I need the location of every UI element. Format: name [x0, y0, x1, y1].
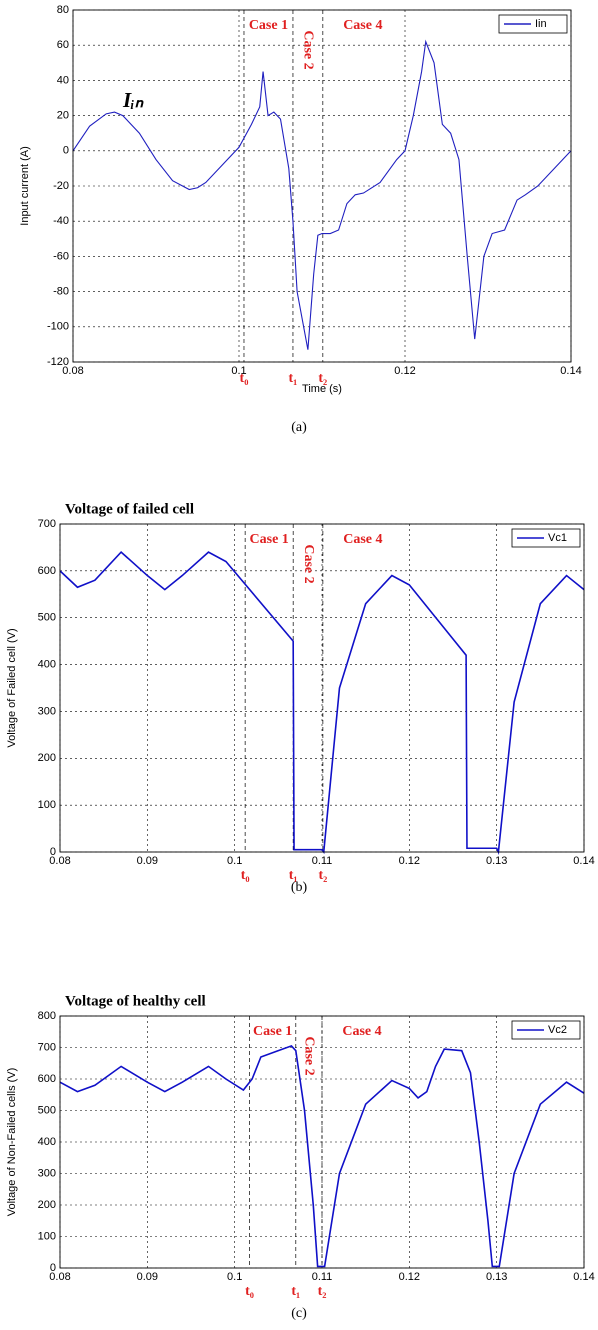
x-tick-label: 0.13	[486, 1271, 507, 1283]
plot-frame	[72, 9, 572, 363]
x-tick-label: 0.11	[312, 1271, 333, 1283]
y-tick-label: -60	[53, 250, 69, 262]
y-tick-label: 100	[38, 799, 56, 811]
y-tick-label: 200	[38, 1199, 56, 1211]
case-label: Case 1	[253, 1024, 292, 1039]
y-tick-label: 400	[38, 658, 56, 670]
data-line	[72, 39, 572, 350]
legend-label: Vc1	[548, 532, 567, 544]
y-tick-label: 80	[57, 4, 69, 16]
data-line	[59, 550, 585, 855]
x-tick-label: 0.08	[49, 1271, 70, 1283]
y-tick-label: -120	[47, 356, 69, 368]
y-tick-label: 700	[38, 1041, 56, 1053]
y-tick-label: 0	[50, 846, 56, 858]
marker-label: t₀	[241, 868, 250, 883]
legend-box	[511, 1020, 581, 1040]
y-axis-label: Voltage of Non-Failed cells (V)	[6, 1068, 18, 1217]
annotation: Iᵢₙ	[122, 88, 144, 112]
caption: (a)	[291, 420, 307, 435]
y-axis-label: Input current (A)	[19, 146, 31, 225]
chart: -120 -100 -80 -60 -40 -20 0 20 40 60 80 0.08 0.1 0.12…	[19, 4, 582, 435]
y-tick-label: 400	[38, 1136, 56, 1148]
legend-label: Iin	[535, 18, 547, 30]
chart: 0 100 200 300 400 500 600 700 0.08 0.09 0.1 0.11 0.1…	[6, 501, 595, 895]
y-tick-label: 300	[38, 1167, 56, 1179]
case-label: Case 2	[302, 1036, 317, 1075]
y-tick-label: 500	[38, 612, 56, 624]
y-tick-label: 300	[38, 705, 56, 717]
y-tick-label: -100	[47, 321, 69, 333]
y-tick-label: 100	[38, 1230, 56, 1242]
case-label: Case 1	[250, 532, 289, 547]
y-tick-label: -80	[53, 286, 69, 298]
y-tick-label: 0	[63, 145, 69, 157]
marker-label: t₁	[289, 868, 298, 883]
marker-label: t₀	[245, 1284, 254, 1299]
case-label: Case 4	[343, 532, 382, 547]
case-label: Case 1	[249, 18, 288, 33]
x-tick-label: 0.14	[573, 855, 594, 867]
marker-label: t₂	[318, 1284, 327, 1299]
chart: 0 100 200 300 400 500 600 700 800 0.08 0.09 0.1 0.11…	[6, 993, 595, 1321]
legend-label: Vc2	[548, 1024, 567, 1036]
y-tick-label: 600	[38, 1073, 56, 1085]
y-tick-label: 600	[38, 565, 56, 577]
plot-frame	[59, 1015, 585, 1269]
x-tick-label: 0.08	[62, 365, 83, 377]
marker-label: t₀	[240, 371, 249, 386]
data-line	[59, 1044, 585, 1268]
case-label: Case 2	[301, 30, 316, 69]
y-tick-label: 0	[50, 1262, 56, 1274]
marker-label: t₁	[289, 371, 298, 386]
y-tick-label: -20	[53, 180, 69, 192]
y-tick-label: 20	[57, 110, 69, 122]
marker-label: t₂	[318, 371, 327, 386]
plot-frame	[59, 523, 585, 853]
y-tick-label: 500	[38, 1104, 56, 1116]
y-tick-label: 800	[38, 1010, 56, 1022]
case-label: Case 2	[301, 544, 316, 583]
chart-title: Voltage of failed cell	[65, 501, 194, 517]
caption: (c)	[291, 1306, 307, 1321]
x-tick-label: 0.12	[399, 1271, 420, 1283]
x-tick-label: 0.14	[560, 365, 581, 377]
legend-box	[498, 14, 568, 34]
x-axis-label: Time (s)	[302, 383, 342, 395]
chart-title: Voltage of healthy cell	[65, 993, 206, 1009]
y-tick-label: 700	[38, 518, 56, 530]
y-tick-label: 40	[57, 74, 69, 86]
x-tick-label: 0.09	[137, 1271, 158, 1283]
y-tick-label: -40	[53, 215, 69, 227]
x-tick-label: 0.09	[137, 855, 158, 867]
y-axis-label: Voltage of Failed cell (V)	[6, 628, 18, 747]
marker-label: t₁	[291, 1284, 300, 1299]
case-label: Case 4	[342, 1024, 381, 1039]
x-tick-label: 0.1	[231, 365, 246, 377]
x-tick-label: 0.1	[227, 855, 242, 867]
x-tick-label: 0.14	[573, 1271, 594, 1283]
caption: (b)	[291, 880, 308, 895]
x-tick-label: 0.12	[399, 855, 420, 867]
x-tick-label: 0.11	[312, 855, 333, 867]
x-tick-label: 0.08	[49, 855, 70, 867]
x-tick-label: 0.1	[227, 1271, 242, 1283]
x-tick-label: 0.13	[486, 855, 507, 867]
case-label: Case 4	[343, 18, 382, 33]
legend-box	[511, 528, 581, 548]
x-tick-label: 0.12	[394, 365, 415, 377]
y-tick-label: 200	[38, 752, 56, 764]
marker-label: t₂	[318, 868, 327, 883]
y-tick-label: 60	[57, 39, 69, 51]
